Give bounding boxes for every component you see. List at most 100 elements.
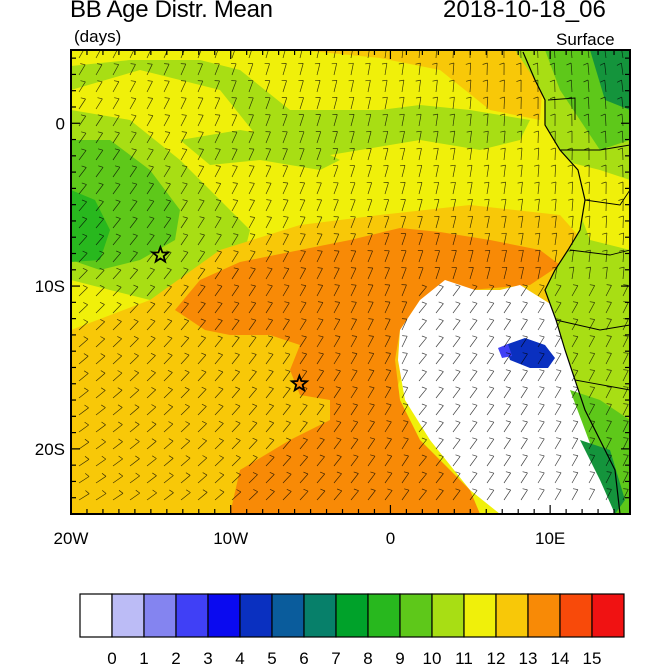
wind-barb [197, 284, 206, 297]
wind-barb [129, 301, 139, 314]
colorbar-swatch [79, 593, 113, 638]
wind-barb [367, 233, 373, 246]
wind-barb [332, 114, 338, 127]
wind-barb [588, 318, 596, 331]
wind-barb [231, 250, 239, 263]
wind-barb [248, 267, 256, 280]
wind-barb [537, 471, 545, 484]
wind-barb [516, 62, 522, 76]
wind-barb [584, 181, 590, 195]
wind-barb [435, 284, 444, 297]
wind-barb [349, 114, 355, 127]
wind-barb [231, 199, 239, 212]
wind-barb [298, 80, 304, 93]
wind-barb [299, 165, 305, 178]
wind-barb [180, 216, 188, 229]
wind-barb [554, 488, 562, 501]
wind-barb [180, 335, 190, 348]
wind-barb [433, 130, 439, 144]
wind-barb [163, 148, 171, 161]
coastline [522, 51, 621, 514]
wind-barb [299, 301, 307, 314]
wind-barb [95, 165, 104, 178]
wind-barb [112, 97, 120, 110]
wind-barb [315, 131, 322, 144]
colorbar-label: 4 [235, 649, 244, 667]
colorbar-swatch [399, 593, 433, 638]
wind-barb [552, 266, 558, 280]
wind-barb [248, 114, 254, 127]
map-frame [70, 49, 631, 515]
wind-barb [333, 216, 339, 229]
wind-barb [146, 421, 157, 433]
wind-barb [605, 335, 612, 348]
wind-barb [537, 369, 545, 382]
wind-barb [566, 62, 573, 76]
wind-barb [163, 165, 171, 178]
wind-barb [433, 181, 440, 195]
wind-barb [451, 267, 457, 280]
wind-barb [78, 370, 89, 382]
wind-barb [401, 267, 407, 280]
wind-barb [129, 50, 135, 59]
wind-barb [146, 50, 152, 59]
wind-barb [146, 318, 156, 331]
wind-barb [571, 284, 579, 297]
wind-barb [214, 165, 221, 178]
wind-barb [616, 79, 624, 93]
wind-barb [534, 215, 541, 229]
wind-barb [467, 198, 473, 212]
wind-barb [248, 233, 256, 246]
wind-barb [112, 165, 121, 178]
wind-barb [451, 233, 457, 246]
wind-barb [584, 164, 590, 178]
wind-barb [112, 233, 121, 246]
wind-barb [264, 63, 270, 76]
wind-barb [315, 114, 321, 127]
wind-barb [265, 284, 273, 297]
wind-barb [599, 62, 607, 76]
wind-barb [467, 215, 474, 229]
wind-barb [333, 50, 336, 59]
wind-barb [571, 403, 579, 416]
wind-barb [163, 216, 172, 229]
wind-barb [349, 131, 355, 144]
wind-barb [95, 336, 106, 348]
wind-barb [367, 369, 375, 382]
wind-barb [588, 386, 596, 399]
wind-barb [350, 182, 356, 195]
wind-barb [432, 79, 438, 93]
wind-barb [78, 233, 88, 246]
wind-barb [367, 403, 375, 416]
wind-barb [95, 267, 105, 280]
wind-barb [316, 267, 323, 280]
wind-barb [163, 131, 171, 144]
wind-barb [163, 455, 174, 467]
colorbar-label: 1 [139, 649, 148, 667]
wind-barb [197, 114, 204, 127]
wind-barb [281, 97, 288, 110]
wind-barb [180, 318, 190, 331]
wind-barb [384, 403, 392, 416]
wind-barb [551, 232, 558, 246]
wind-barb [554, 50, 556, 59]
colorbar-swatch [207, 593, 241, 638]
wind-barb [248, 352, 257, 365]
wind-barb [299, 403, 308, 416]
wind-barb [533, 79, 539, 93]
wind-barb [622, 386, 629, 399]
wind-barb [417, 199, 423, 212]
wind-barb [500, 130, 506, 144]
wind-barb [350, 420, 359, 433]
wind-barb [432, 96, 438, 110]
wind-barb [486, 403, 495, 416]
wind-barb [500, 181, 507, 195]
wind-barb [520, 454, 528, 467]
wind-barb [622, 403, 629, 416]
wind-barb [332, 97, 338, 110]
colorbar-label: 2 [171, 649, 180, 667]
wind-barb [400, 199, 406, 212]
wind-barb [434, 216, 440, 229]
wind-barb [95, 370, 106, 382]
wind-barb [180, 233, 189, 246]
